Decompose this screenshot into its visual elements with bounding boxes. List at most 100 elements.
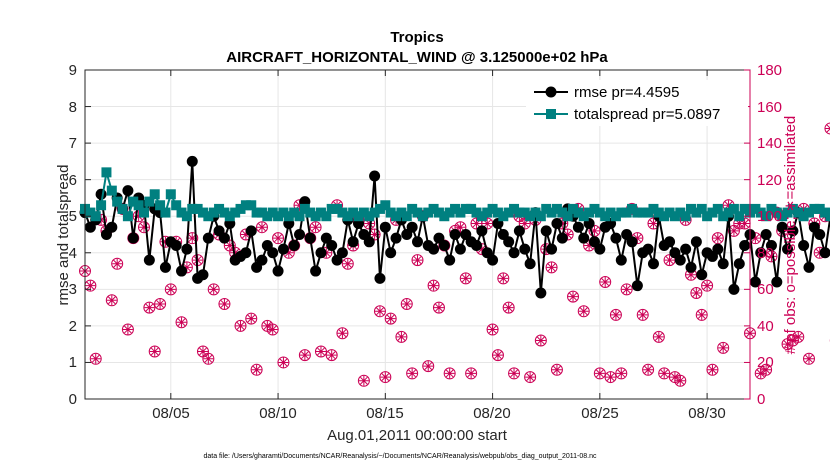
spread-point bbox=[793, 207, 804, 218]
obs-assimilated-point bbox=[106, 295, 117, 306]
obs-assimilated-point bbox=[728, 225, 739, 236]
obs-assimilated-point bbox=[310, 222, 321, 233]
obs-possible-point bbox=[143, 301, 156, 314]
spread-point bbox=[176, 207, 187, 218]
chart-subtitle: AIRCRAFT_HORIZONTAL_WIND @ 3.125000e+02 … bbox=[226, 49, 608, 66]
obs-assimilated-point bbox=[600, 277, 611, 288]
spread-point bbox=[181, 211, 192, 222]
spread-point bbox=[332, 203, 343, 214]
spread-point bbox=[584, 207, 595, 218]
rmse-point bbox=[176, 265, 188, 277]
rmse-point bbox=[712, 243, 724, 255]
spread-point bbox=[761, 211, 772, 222]
rmse-point bbox=[406, 221, 418, 233]
spread-point bbox=[369, 207, 380, 218]
obs-possible-point bbox=[218, 297, 231, 310]
obs-assimilated-point bbox=[578, 306, 589, 317]
spread-point bbox=[450, 203, 461, 214]
obs-assimilated-point bbox=[273, 233, 284, 244]
spread-point bbox=[648, 203, 659, 214]
spread-point bbox=[133, 200, 144, 211]
spread-point bbox=[803, 207, 814, 218]
obs-possible-point bbox=[105, 294, 118, 307]
spread-point bbox=[820, 207, 830, 218]
legend-box bbox=[526, 80, 748, 126]
spread-point bbox=[138, 207, 149, 218]
x-tick-label: 08/30 bbox=[688, 405, 726, 422]
spread-point bbox=[482, 207, 493, 218]
spread-point bbox=[471, 207, 482, 218]
obs-assimilated-point bbox=[653, 331, 664, 342]
spread-point bbox=[643, 207, 654, 218]
rmse-point bbox=[680, 243, 692, 255]
spread-point bbox=[809, 203, 820, 214]
obs-assimilated-point bbox=[637, 309, 648, 320]
obs-assimilated-point bbox=[122, 324, 133, 335]
obs-assimilated-point bbox=[594, 368, 605, 379]
spread-point bbox=[267, 207, 278, 218]
rmse-point bbox=[546, 243, 558, 255]
spread-point bbox=[337, 207, 348, 218]
rmse-point bbox=[470, 239, 482, 251]
y-axis-label-right: # of obs: o=possible; ∗=assimilated bbox=[782, 116, 799, 355]
rmse-point bbox=[798, 239, 810, 251]
obs-assimilated-point bbox=[176, 317, 187, 328]
obs-assimilated-point bbox=[525, 372, 536, 383]
rmse-point bbox=[487, 254, 499, 266]
rmse-point bbox=[733, 258, 745, 270]
spread-point bbox=[621, 207, 632, 218]
rmse-point bbox=[551, 218, 563, 230]
spread-point bbox=[702, 211, 713, 222]
obs-assimilated-point bbox=[466, 368, 477, 379]
obs-possible-point bbox=[272, 232, 285, 245]
rmse-point bbox=[535, 287, 547, 299]
spread-point bbox=[240, 200, 251, 211]
rmse-point bbox=[771, 276, 783, 288]
obs-assimilated-point bbox=[364, 218, 375, 229]
spread-point bbox=[187, 203, 198, 214]
obs-possible-point bbox=[599, 276, 612, 289]
rmse-point bbox=[444, 254, 456, 266]
obs-possible-point bbox=[615, 367, 628, 380]
spread-point bbox=[106, 185, 117, 196]
spread-point bbox=[492, 207, 503, 218]
rmse-point bbox=[578, 232, 590, 244]
rmse-point bbox=[272, 265, 284, 277]
rmse-point bbox=[819, 247, 830, 259]
obs-assimilated-point bbox=[787, 335, 798, 346]
y-right-tick-label: 160 bbox=[757, 99, 782, 116]
spread-point bbox=[632, 207, 643, 218]
spread-point bbox=[562, 211, 573, 222]
obs-assimilated-point bbox=[750, 233, 761, 244]
spread-point bbox=[589, 203, 600, 214]
legend: rmse pr=4.4595 totalspread pr=5.0897 bbox=[526, 80, 748, 126]
obs-possible-point bbox=[443, 367, 456, 380]
spread-point bbox=[165, 189, 176, 200]
obs-possible-point bbox=[245, 312, 258, 325]
obs-possible-point bbox=[175, 316, 188, 329]
rmse-point bbox=[760, 229, 772, 240]
obs-assimilated-point bbox=[90, 353, 101, 364]
spread-point bbox=[814, 203, 825, 214]
spread-point bbox=[610, 211, 621, 222]
spread-point bbox=[353, 211, 364, 222]
spread-point bbox=[219, 207, 230, 218]
spread-point bbox=[326, 203, 337, 214]
obs-possible-point bbox=[314, 345, 327, 358]
obs-possible-point bbox=[534, 334, 547, 347]
rmse-point bbox=[127, 232, 139, 244]
obs-possible-point bbox=[524, 371, 537, 384]
x-tick-label: 08/10 bbox=[259, 405, 297, 422]
spread-point bbox=[455, 207, 466, 218]
spread-point bbox=[476, 211, 487, 222]
obs-assimilated-point bbox=[605, 372, 616, 383]
spread-point bbox=[466, 203, 477, 214]
obs-assimilated-point bbox=[342, 258, 353, 269]
y-tick-labels-left: 0 1 2 3 4 5 6 7 8 9 bbox=[69, 62, 77, 408]
obs-assimilated-point bbox=[471, 218, 482, 229]
spread-point bbox=[498, 211, 509, 222]
rmse-point bbox=[294, 229, 306, 240]
obs-assimilated-point bbox=[686, 269, 697, 280]
axis-ticks bbox=[85, 69, 750, 400]
rmse-point bbox=[256, 254, 268, 266]
